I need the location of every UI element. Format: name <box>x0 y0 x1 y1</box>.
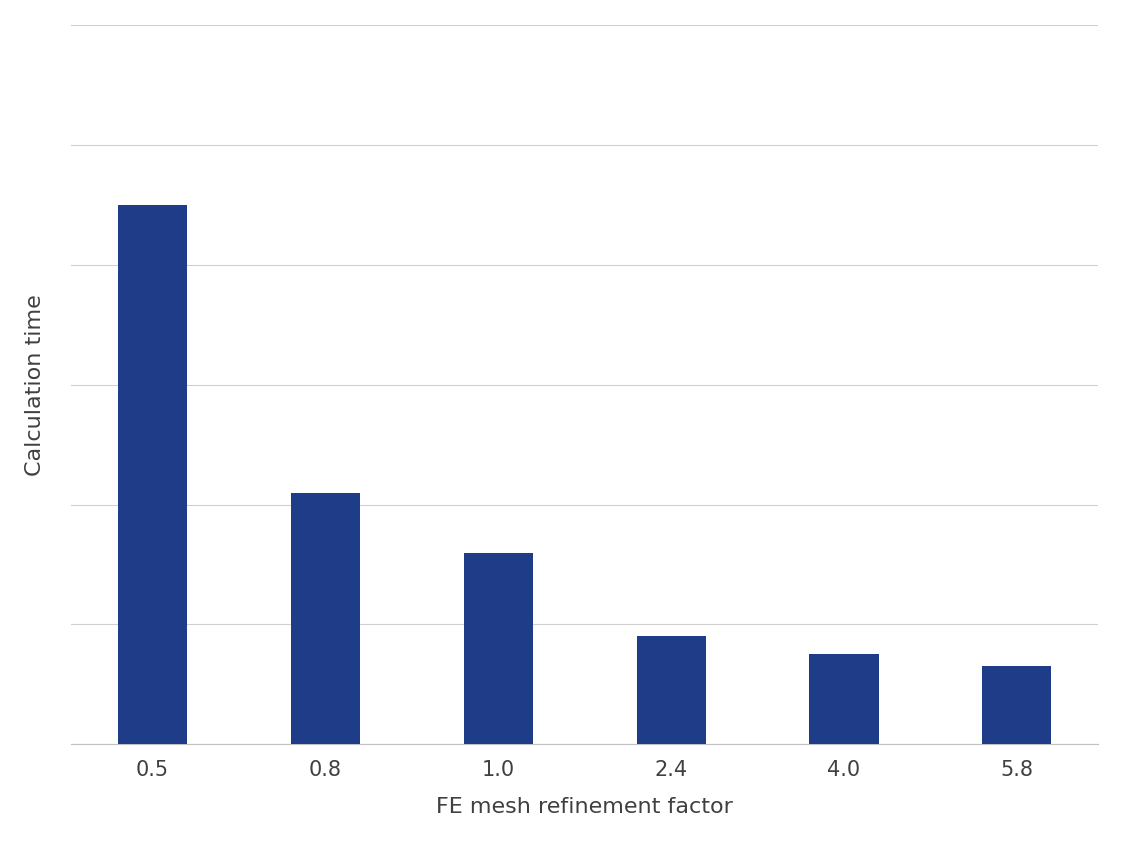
Bar <box>983 666 1051 744</box>
Bar <box>637 637 705 744</box>
Bar <box>464 552 532 744</box>
Y-axis label: Calculation time: Calculation time <box>25 294 45 476</box>
X-axis label: FE mesh refinement factor: FE mesh refinement factor <box>436 797 733 817</box>
Bar <box>810 654 878 744</box>
Bar <box>291 493 360 744</box>
Bar <box>118 205 188 744</box>
